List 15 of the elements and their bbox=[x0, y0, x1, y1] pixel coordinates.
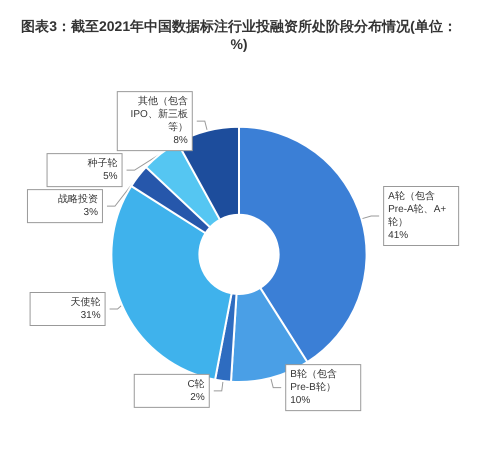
data-label: 5% bbox=[103, 171, 118, 182]
data-label: 3% bbox=[84, 207, 98, 218]
data-label: 10% bbox=[290, 395, 310, 406]
data-label: 41% bbox=[388, 230, 408, 242]
slice-label: A轮（包含Pre-A轮、A+轮） bbox=[388, 190, 446, 228]
data-label: 31% bbox=[80, 310, 101, 322]
slice-label: 天使轮 bbox=[70, 296, 101, 308]
slice-label: 种子轮 bbox=[88, 157, 118, 170]
slice-label: 其他（包含IPO、新三板等） bbox=[130, 95, 188, 134]
data-label: 2% bbox=[190, 392, 205, 403]
slice-label: 战略投资 bbox=[58, 193, 98, 206]
chart-title: 图表3：截至2021年中国数据标注行业投融资所处阶段分布情况(单位：%) bbox=[21, 18, 457, 52]
slice-label: C轮 bbox=[188, 378, 205, 390]
data-label: 8% bbox=[173, 135, 188, 146]
slice-label: B轮（包含Pre-B轮） bbox=[290, 368, 337, 394]
